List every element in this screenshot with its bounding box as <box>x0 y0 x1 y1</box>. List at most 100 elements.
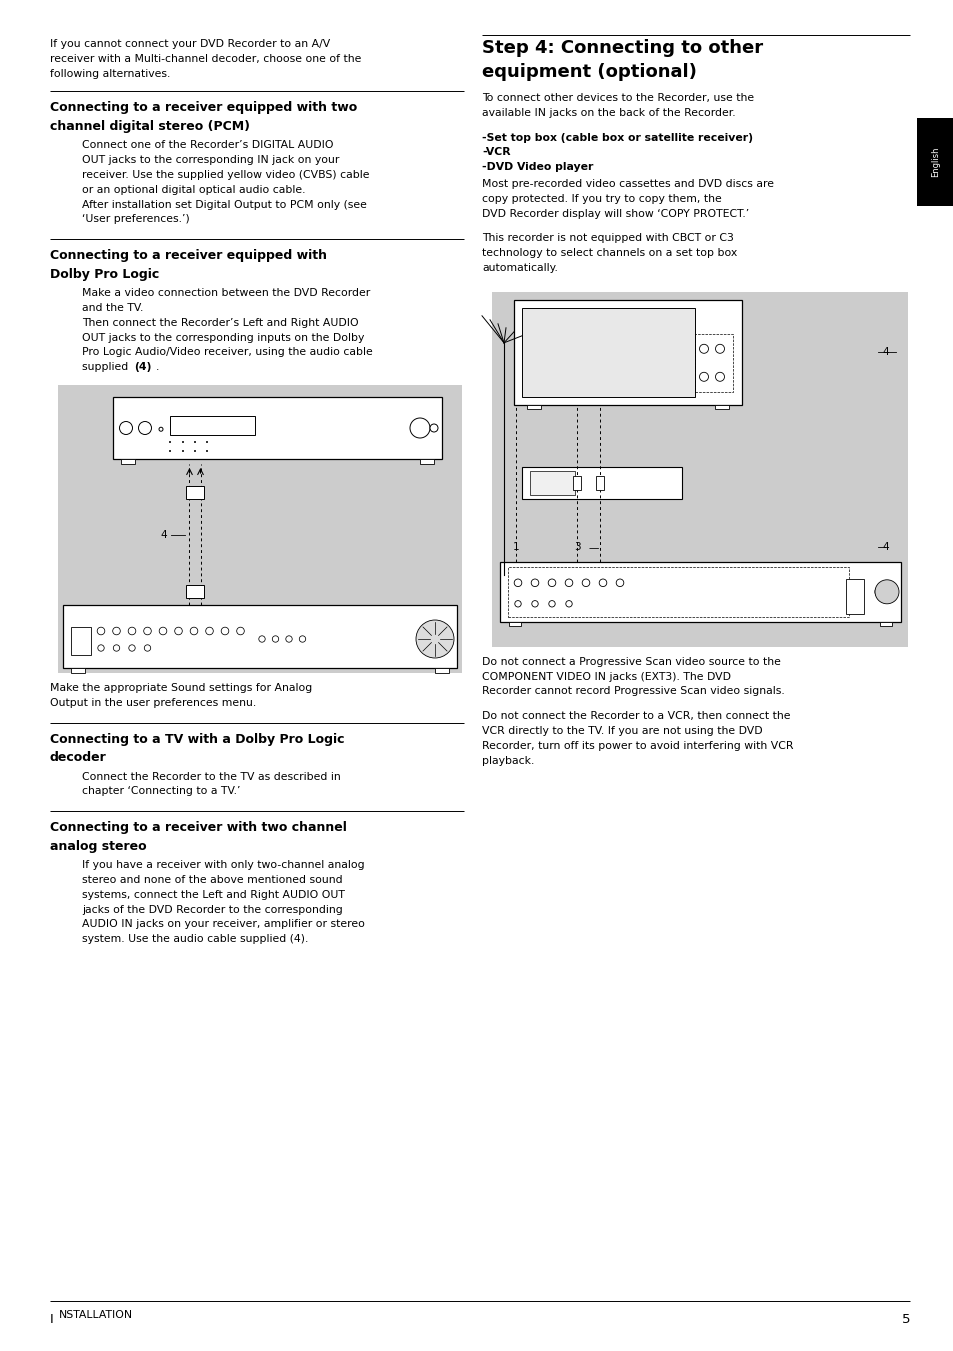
Text: Do not connect the Recorder to a VCR, then connect the: Do not connect the Recorder to a VCR, th… <box>481 711 790 721</box>
Circle shape <box>206 440 208 443</box>
Text: system. Use the audio cable supplied (4).: system. Use the audio cable supplied (4)… <box>82 934 308 944</box>
Circle shape <box>715 345 723 354</box>
Text: Connecting to a receiver equipped with two: Connecting to a receiver equipped with t… <box>50 101 356 115</box>
Circle shape <box>174 627 182 635</box>
Text: NSTALLATION: NSTALLATION <box>58 1310 132 1320</box>
Text: OUT jacks to the corresponding inputs on the Dolby: OUT jacks to the corresponding inputs on… <box>82 332 364 343</box>
Circle shape <box>515 601 520 607</box>
Bar <box>573 477 580 490</box>
Text: Then connect the Recorder’s Left and Right AUDIO: Then connect the Recorder’s Left and Rig… <box>82 317 358 328</box>
Text: Do not connect a Progressive Scan video source to the: Do not connect a Progressive Scan video … <box>481 657 781 667</box>
Bar <box>499 562 900 621</box>
Text: (4): (4) <box>133 362 152 372</box>
Text: systems, connect the Left and Right AUDIO OUT: systems, connect the Left and Right AUDI… <box>82 890 345 900</box>
Circle shape <box>169 450 171 453</box>
Text: Make the appropriate Sound settings for Analog: Make the appropriate Sound settings for … <box>50 684 312 693</box>
Text: Step 4: Connecting to other: Step 4: Connecting to other <box>481 39 762 57</box>
Text: English: English <box>930 147 939 177</box>
Bar <box>714 405 728 409</box>
Text: OUT jacks to the corresponding IN jack on your: OUT jacks to the corresponding IN jack o… <box>82 155 339 165</box>
Text: 4: 4 <box>882 542 888 551</box>
Circle shape <box>97 627 105 635</box>
Bar <box>112 397 441 459</box>
Text: Dolby Pro Logic: Dolby Pro Logic <box>50 267 159 281</box>
Bar <box>845 578 863 613</box>
Bar <box>596 477 603 490</box>
Text: available IN jacks on the back of the Recorder.: available IN jacks on the back of the Re… <box>481 108 735 118</box>
Text: Output in the user preferences menu.: Output in the user preferences menu. <box>50 698 256 708</box>
Circle shape <box>564 580 572 586</box>
Circle shape <box>190 627 197 635</box>
Bar <box>71 627 91 655</box>
Text: Connecting to a receiver equipped with: Connecting to a receiver equipped with <box>50 249 327 262</box>
Circle shape <box>206 627 213 635</box>
Text: After installation set Digital Output to PCM only (see: After installation set Digital Output to… <box>82 200 367 209</box>
Circle shape <box>193 440 195 443</box>
Text: If you cannot connect your DVD Recorder to an A/V: If you cannot connect your DVD Recorder … <box>50 39 330 49</box>
Text: decoder: decoder <box>50 751 107 765</box>
Bar <box>879 621 891 626</box>
Circle shape <box>112 627 120 635</box>
Circle shape <box>416 620 454 658</box>
Text: automatically.: automatically. <box>481 263 558 273</box>
Bar <box>63 605 456 667</box>
Circle shape <box>410 417 430 438</box>
Bar <box>521 467 681 499</box>
Bar <box>916 118 953 205</box>
Circle shape <box>193 450 195 453</box>
Text: COMPONENT VIDEO IN jacks (EXT3). The DVD: COMPONENT VIDEO IN jacks (EXT3). The DVD <box>481 671 730 682</box>
Circle shape <box>159 427 163 431</box>
Circle shape <box>715 373 723 381</box>
Circle shape <box>182 440 184 443</box>
Circle shape <box>286 636 292 642</box>
Circle shape <box>299 636 305 642</box>
Circle shape <box>138 422 152 435</box>
Text: receiver with a Multi-channel decoder, choose one of the: receiver with a Multi-channel decoder, c… <box>50 54 361 63</box>
Circle shape <box>548 601 555 607</box>
Text: .: . <box>156 362 159 372</box>
Bar <box>526 405 540 409</box>
Text: equipment (optional): equipment (optional) <box>481 63 696 81</box>
Text: or an optional digital optical audio cable.: or an optional digital optical audio cab… <box>82 185 305 195</box>
Bar <box>514 300 741 405</box>
Circle shape <box>182 450 184 453</box>
Circle shape <box>514 580 521 586</box>
Text: copy protected. If you try to copy them, the: copy protected. If you try to copy them,… <box>481 193 721 204</box>
Bar <box>530 470 575 494</box>
Bar <box>186 486 204 499</box>
Text: -Set top box (cable box or satellite receiver): -Set top box (cable box or satellite rec… <box>481 132 752 143</box>
Bar <box>509 621 520 626</box>
Bar <box>507 567 848 617</box>
Text: -DVD Video player: -DVD Video player <box>481 162 593 172</box>
Circle shape <box>616 580 623 586</box>
Text: 1: 1 <box>512 542 518 551</box>
Circle shape <box>159 627 167 635</box>
Circle shape <box>169 440 171 443</box>
Circle shape <box>548 580 556 586</box>
Text: Make a video connection between the DVD Recorder: Make a video connection between the DVD … <box>82 288 370 299</box>
Text: DVD Recorder display will show ‘COPY PROTECT.’: DVD Recorder display will show ‘COPY PRO… <box>481 208 748 219</box>
Text: Recorder, turn off its power to avoid interfering with VCR: Recorder, turn off its power to avoid in… <box>481 740 793 751</box>
Circle shape <box>581 580 589 586</box>
Circle shape <box>699 345 708 354</box>
Bar <box>492 292 907 647</box>
Circle shape <box>430 424 437 432</box>
Text: Pro Logic Audio/Video receiver, using the audio cable: Pro Logic Audio/Video receiver, using th… <box>82 347 373 358</box>
Text: Recorder cannot record Progressive Scan video signals.: Recorder cannot record Progressive Scan … <box>481 686 784 696</box>
Circle shape <box>113 644 119 651</box>
Text: -VCR: -VCR <box>481 147 510 158</box>
Circle shape <box>874 580 898 604</box>
Text: and the TV.: and the TV. <box>82 303 143 313</box>
Text: 3: 3 <box>573 542 579 551</box>
Text: 5: 5 <box>901 1313 909 1325</box>
Bar <box>121 459 135 463</box>
Circle shape <box>98 644 104 651</box>
Text: stereo and none of the above mentioned sound: stereo and none of the above mentioned s… <box>82 875 342 885</box>
Text: This recorder is not equipped with CBCT or C3: This recorder is not equipped with CBCT … <box>481 234 733 243</box>
Text: jacks of the DVD Recorder to the corresponding: jacks of the DVD Recorder to the corresp… <box>82 905 342 915</box>
Text: playback.: playback. <box>481 755 534 766</box>
Text: supplied: supplied <box>82 362 132 372</box>
Text: Most pre-recorded video cassettes and DVD discs are: Most pre-recorded video cassettes and DV… <box>481 178 773 189</box>
Text: analog stereo: analog stereo <box>50 840 147 852</box>
Circle shape <box>119 422 132 435</box>
